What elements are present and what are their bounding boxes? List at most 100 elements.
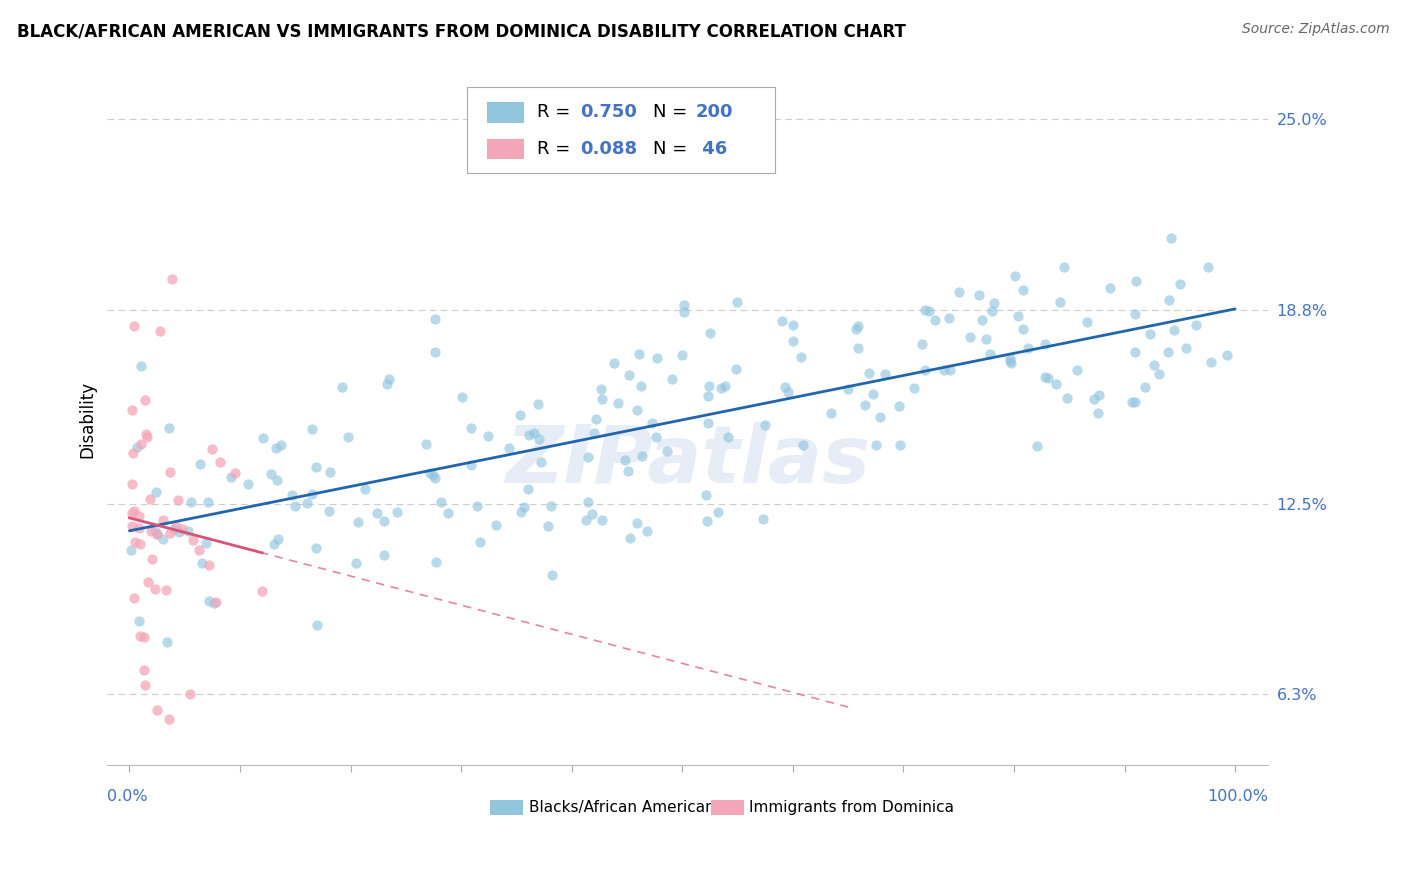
- Point: [1123, 394, 1146, 409]
- Point: [527, 432, 550, 446]
- Point: [134, 677, 156, 691]
- Point: [603, 356, 626, 370]
- Point: [136, 575, 159, 590]
- Point: [425, 471, 447, 485]
- Point: [1000, 354, 1022, 368]
- Point: [661, 371, 683, 385]
- Point: [1159, 293, 1181, 308]
- Point: [540, 500, 562, 514]
- Point: [846, 341, 869, 355]
- Point: [143, 582, 166, 596]
- Point: [1056, 391, 1078, 405]
- Point: [792, 438, 814, 452]
- Point: [157, 421, 180, 435]
- Point: [1123, 307, 1146, 321]
- Point: [630, 378, 652, 392]
- Point: [938, 311, 960, 326]
- Point: [1000, 356, 1022, 370]
- Point: [141, 551, 163, 566]
- Point: [305, 459, 328, 474]
- Point: [163, 522, 186, 536]
- Point: [1053, 260, 1076, 274]
- Point: [510, 505, 533, 519]
- Point: [267, 532, 290, 546]
- Point: [129, 359, 152, 374]
- Point: [911, 336, 934, 351]
- Point: [425, 555, 447, 569]
- Point: [903, 381, 925, 395]
- Point: [122, 591, 145, 605]
- Point: [423, 311, 446, 326]
- Text: 0.088: 0.088: [579, 140, 637, 158]
- Point: [938, 363, 960, 377]
- Point: [889, 399, 911, 413]
- Point: [1139, 326, 1161, 341]
- Point: [914, 363, 936, 377]
- Point: [146, 526, 169, 541]
- Point: [477, 428, 499, 442]
- Point: [576, 495, 599, 509]
- FancyBboxPatch shape: [467, 87, 775, 173]
- Point: [627, 347, 650, 361]
- Point: [165, 518, 187, 533]
- Text: 100.0%: 100.0%: [1208, 789, 1268, 805]
- Point: [460, 421, 482, 435]
- Point: [699, 326, 721, 341]
- Point: [1185, 318, 1208, 332]
- Point: [354, 482, 377, 496]
- Point: [636, 524, 658, 538]
- Point: [517, 482, 540, 496]
- Point: [655, 444, 678, 458]
- Point: [1135, 380, 1157, 394]
- Point: [172, 522, 194, 536]
- Point: [437, 506, 460, 520]
- Point: [121, 476, 143, 491]
- Point: [122, 504, 145, 518]
- Point: [714, 379, 737, 393]
- Point: [260, 467, 283, 482]
- Point: [236, 476, 259, 491]
- Point: [697, 378, 720, 392]
- Point: [373, 548, 395, 562]
- Point: [530, 455, 553, 469]
- Point: [250, 584, 273, 599]
- Point: [979, 347, 1001, 361]
- Point: [465, 500, 488, 514]
- Point: [918, 304, 941, 318]
- Point: [1011, 283, 1033, 297]
- Point: [934, 363, 956, 377]
- Point: [1049, 294, 1071, 309]
- Point: [422, 467, 444, 482]
- Bar: [711, 800, 744, 815]
- Text: Source: ZipAtlas.com: Source: ZipAtlas.com: [1241, 22, 1389, 37]
- Point: [177, 524, 200, 538]
- Point: [423, 344, 446, 359]
- Point: [266, 473, 288, 487]
- Point: [195, 536, 218, 550]
- Point: [159, 465, 181, 479]
- Point: [128, 521, 150, 535]
- Text: N =: N =: [652, 103, 693, 121]
- Point: [591, 392, 613, 406]
- Text: 46: 46: [696, 140, 727, 158]
- Point: [710, 381, 733, 395]
- Point: [751, 511, 773, 525]
- Point: [641, 416, 664, 430]
- Point: [644, 430, 666, 444]
- Point: [121, 506, 143, 520]
- Point: [517, 428, 540, 442]
- Point: [889, 437, 911, 451]
- Point: [782, 334, 804, 348]
- Point: [724, 362, 747, 376]
- Point: [509, 409, 531, 423]
- Point: [782, 318, 804, 332]
- Text: 200: 200: [696, 103, 734, 121]
- Point: [139, 524, 162, 539]
- Point: [152, 532, 174, 546]
- Point: [980, 304, 1002, 318]
- Point: [120, 542, 142, 557]
- Point: [146, 703, 169, 717]
- Point: [697, 389, 720, 403]
- Point: [450, 390, 472, 404]
- Point: [149, 324, 172, 338]
